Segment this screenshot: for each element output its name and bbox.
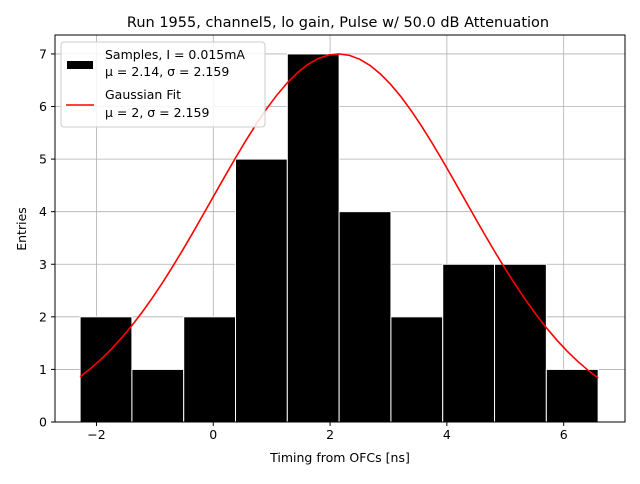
y-tick-label: 6: [39, 99, 47, 114]
histogram-bar: [235, 158, 288, 423]
y-tick-label: 0: [39, 415, 47, 430]
histogram-bar: [338, 211, 392, 423]
y-tick-label: 2: [39, 309, 47, 324]
legend-fit-label: Gaussian Fit: [105, 87, 181, 102]
x-tick-label: −2: [87, 427, 105, 442]
x-tick-label: 4: [443, 427, 451, 442]
legend-box: [60, 41, 266, 128]
chart-title: Run 1955, channel5, lo gain, Pulse w/ 50…: [127, 15, 549, 31]
histogram-bar: [390, 316, 444, 423]
legend-samples-stats: μ = 2.14, σ = 2.159: [105, 64, 229, 79]
histogram-bar: [131, 368, 185, 423]
x-axis-label: Timing from OFCs [ns]: [269, 450, 410, 465]
y-tick-label: 3: [39, 257, 47, 272]
y-tick-label: 7: [39, 46, 47, 61]
histogram-bar: [79, 316, 133, 423]
histogram-bar: [286, 53, 340, 423]
y-tick-label: 1: [39, 362, 47, 377]
histogram-bar: [494, 263, 547, 423]
gaussian-fit-curve: [79, 53, 599, 379]
legend-samples-label: Samples, I = 0.015mA: [105, 47, 245, 62]
histogram-bar: [545, 368, 599, 423]
plot-frame: [54, 34, 626, 423]
legend: Samples, I = 0.015mA μ = 2.14, σ = 2.159…: [60, 41, 266, 128]
x-tick-label: 6: [560, 427, 568, 442]
legend-fit-stats: μ = 2, σ = 2.159: [105, 105, 209, 120]
y-axis-ticks: 0 1 2 3 4 5 6 7: [39, 46, 55, 430]
legend-samples-swatch: [67, 61, 93, 69]
histogram-bar: [183, 316, 237, 423]
x-axis-ticks: −2 0 2 4 6: [87, 422, 568, 442]
x-tick-label: 2: [326, 427, 334, 442]
y-tick-label: 5: [39, 152, 47, 167]
histogram-bar: [442, 263, 496, 423]
y-tick-label: 4: [39, 204, 47, 219]
x-tick-label: 0: [209, 427, 217, 442]
y-axis-label: Entries: [14, 207, 29, 251]
